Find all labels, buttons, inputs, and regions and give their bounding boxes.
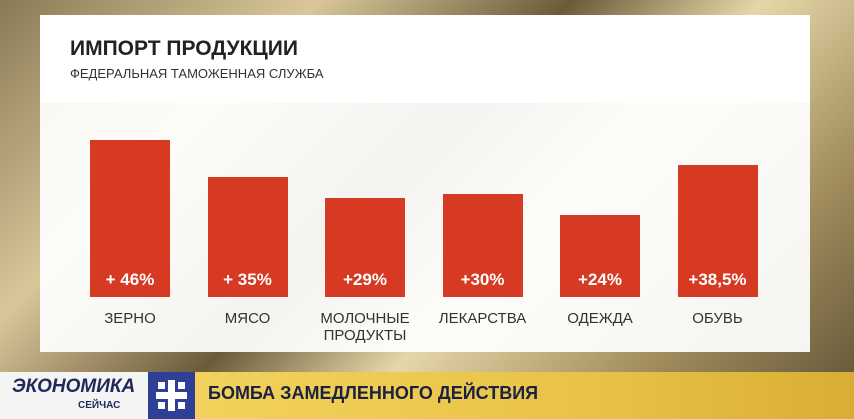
category-label: МОЛОЧНЫЕ ПРОДУКТЫ bbox=[320, 310, 410, 344]
value-label: + 46% bbox=[105, 270, 155, 289]
bar bbox=[325, 197, 405, 297]
logo bbox=[148, 372, 195, 419]
value-label: + 35% bbox=[223, 270, 272, 289]
logo-icon bbox=[156, 380, 187, 411]
bar bbox=[560, 214, 640, 297]
value-label: +38,5% bbox=[688, 270, 747, 289]
headline: БОМБА ЗАМЕДЛЕННОГО ДЕЙСТВИЯ bbox=[208, 383, 539, 403]
value-label: +30% bbox=[460, 270, 505, 289]
bar bbox=[90, 139, 170, 297]
chart-header bbox=[40, 15, 810, 103]
value-label: +29% bbox=[343, 270, 387, 289]
category-label: ОБУВЬ bbox=[692, 310, 743, 327]
bar bbox=[442, 194, 523, 297]
category-label: ЗЕРНО bbox=[104, 310, 156, 327]
category-label: ЛЕКАРСТВА bbox=[438, 310, 527, 327]
value-label: +24% bbox=[578, 270, 622, 289]
channel-box bbox=[0, 372, 148, 419]
chart-title: ИМПОРТ ПРОДУКЦИИ bbox=[70, 37, 298, 60]
bar bbox=[207, 177, 288, 297]
headline-bar bbox=[195, 372, 854, 419]
category-label: МЯСО bbox=[224, 310, 271, 327]
chart-subtitle: ФЕДЕРАЛЬНАЯ ТАМОЖЕННАЯ СЛУЖБА bbox=[70, 66, 324, 81]
category-label: ОДЕЖДА bbox=[567, 310, 633, 327]
bar bbox=[677, 165, 758, 297]
channel-name: ЭКОНОМИКА bbox=[12, 376, 136, 397]
channel-sub: СЕЙЧАС bbox=[78, 400, 121, 411]
